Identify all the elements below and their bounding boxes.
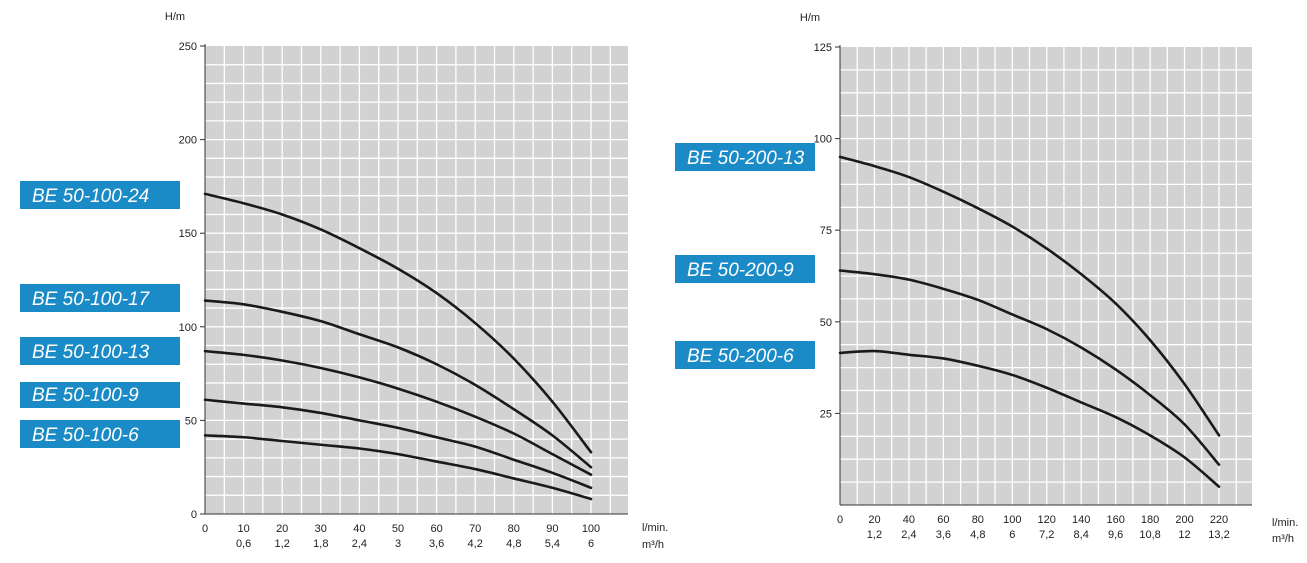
series-curve xyxy=(203,398,593,490)
y-tick-label: 200 xyxy=(179,135,197,147)
x-tick-label-secondary: 1,8 xyxy=(313,538,328,550)
x-tick-label-secondary: 6 xyxy=(588,538,594,550)
x-tick-label-secondary: 3 xyxy=(395,538,401,550)
series-label: BE 50-200-13 xyxy=(675,143,815,171)
y-axis-label: H/m xyxy=(800,12,820,24)
series-label: BE 50-100-9 xyxy=(20,382,180,408)
y-axis-label: H/m xyxy=(165,11,185,23)
x-tick-label-secondary: 7,2 xyxy=(1039,529,1054,541)
x-tick-label: 0 xyxy=(837,514,843,526)
series-curve xyxy=(838,269,1221,466)
series-label-box xyxy=(20,337,180,365)
y-tick-label: 100 xyxy=(179,322,197,334)
series-label-box xyxy=(20,420,180,448)
series-label: BE 50-100-24 xyxy=(20,181,180,209)
series-curve xyxy=(838,349,1221,488)
x-tick-label: 20 xyxy=(276,523,288,535)
x-tick-label-secondary: 4,2 xyxy=(468,538,483,550)
series-label-text: BE 50-200-13 xyxy=(687,148,805,169)
series-label-text: BE 50-200-6 xyxy=(687,346,794,367)
x-tick-label-secondary: 12 xyxy=(1178,529,1190,541)
x-tick-label: 20 xyxy=(868,514,880,526)
x-tick-label-secondary: 1,2 xyxy=(867,529,882,541)
x-tick-label: 100 xyxy=(1003,514,1021,526)
x-tick-label: 80 xyxy=(972,514,984,526)
series-label-box xyxy=(675,255,815,283)
series-label: BE 50-200-6 xyxy=(675,341,815,369)
x-tick-label: 70 xyxy=(469,523,481,535)
series-label-text: BE 50-100-9 xyxy=(32,385,139,406)
x-axis-label-secondary: m³/h xyxy=(1272,533,1294,545)
series-curve xyxy=(838,155,1221,437)
series-label-box xyxy=(20,181,180,209)
series-label: BE 50-200-9 xyxy=(675,255,815,283)
series-label-text: BE 50-100-17 xyxy=(32,289,151,310)
x-tick-label: 30 xyxy=(315,523,327,535)
x-tick-label: 160 xyxy=(1106,514,1124,526)
series-label: BE 50-100-17 xyxy=(20,284,180,312)
chart-1: 0 50 100 150 200 250 0 10 0,6 20 1,2 30 1,8 40 2,4 50 3 6… xyxy=(20,11,668,551)
x-tick-label: 220 xyxy=(1210,514,1228,526)
x-tick-label: 200 xyxy=(1175,514,1193,526)
x-tick-label-secondary: 5,4 xyxy=(545,538,560,550)
series-label-text: BE 50-100-24 xyxy=(32,186,149,207)
x-axis-label-secondary: m³/h xyxy=(642,539,664,551)
x-tick-label-secondary: 2,4 xyxy=(901,529,916,541)
x-tick-label-secondary: 13,2 xyxy=(1208,529,1229,541)
x-tick-label-secondary: 4,8 xyxy=(970,529,985,541)
x-tick-label: 90 xyxy=(546,523,558,535)
x-tick-label-secondary: 3,6 xyxy=(429,538,444,550)
y-tick-label: 150 xyxy=(179,228,197,240)
x-tick-label: 60 xyxy=(937,514,949,526)
series-label-box xyxy=(675,341,815,369)
x-tick-label: 140 xyxy=(1072,514,1090,526)
series-curve xyxy=(203,349,593,476)
x-tick-label-secondary: 3,6 xyxy=(936,529,951,541)
series-label-box xyxy=(20,382,180,408)
x-tick-label-secondary: 6 xyxy=(1009,529,1015,541)
x-tick-label-secondary: 10,8 xyxy=(1139,529,1160,541)
x-tick-label-secondary: 8,4 xyxy=(1074,529,1089,541)
x-tick-label-secondary: 1,2 xyxy=(275,538,290,550)
x-tick-label: 0 xyxy=(202,523,208,535)
y-tick-label: 50 xyxy=(185,415,197,427)
y-tick-label: 250 xyxy=(179,41,197,53)
x-tick-label-secondary: 2,4 xyxy=(352,538,367,550)
x-axis-label: l/min. xyxy=(642,522,668,534)
x-tick-label: 180 xyxy=(1141,514,1159,526)
series-label-text: BE 50-100-13 xyxy=(32,342,150,363)
x-tick-label: 60 xyxy=(430,523,442,535)
x-tick-label-secondary: 4,8 xyxy=(506,538,521,550)
series-curve xyxy=(203,434,593,501)
x-tick-label: 40 xyxy=(353,523,365,535)
series-curve xyxy=(203,299,593,469)
x-tick-label: 50 xyxy=(392,523,404,535)
series-curve xyxy=(203,192,593,454)
x-tick-label-secondary: 0,6 xyxy=(236,538,251,550)
y-tick-label: 75 xyxy=(820,225,832,237)
chart-2: 25 50 75 100 125 0 20 1,2 40 2,4 60 3,6 80 4,8 100 6 120… xyxy=(675,12,1298,545)
series-label: BE 50-100-6 xyxy=(20,420,180,448)
x-tick-label: 40 xyxy=(903,514,915,526)
y-tick-label: 25 xyxy=(820,408,832,420)
x-tick-label: 80 xyxy=(508,523,520,535)
series-label-box xyxy=(675,143,815,171)
x-tick-label: 100 xyxy=(582,523,600,535)
x-axis-label: l/min. xyxy=(1272,517,1298,529)
x-tick-label: 120 xyxy=(1038,514,1056,526)
series-label-text: BE 50-200-9 xyxy=(687,260,794,281)
series-label: BE 50-100-13 xyxy=(20,337,180,365)
y-tick-label: 125 xyxy=(814,42,832,54)
series-label-box xyxy=(20,284,180,312)
y-tick-label: 0 xyxy=(191,509,197,521)
x-tick-label: 10 xyxy=(237,523,249,535)
x-tick-label-secondary: 9,6 xyxy=(1108,529,1123,541)
series-label-text: BE 50-100-6 xyxy=(32,425,139,446)
grid xyxy=(840,47,1252,505)
y-tick-label: 50 xyxy=(820,317,832,329)
y-tick-label: 100 xyxy=(814,134,832,146)
